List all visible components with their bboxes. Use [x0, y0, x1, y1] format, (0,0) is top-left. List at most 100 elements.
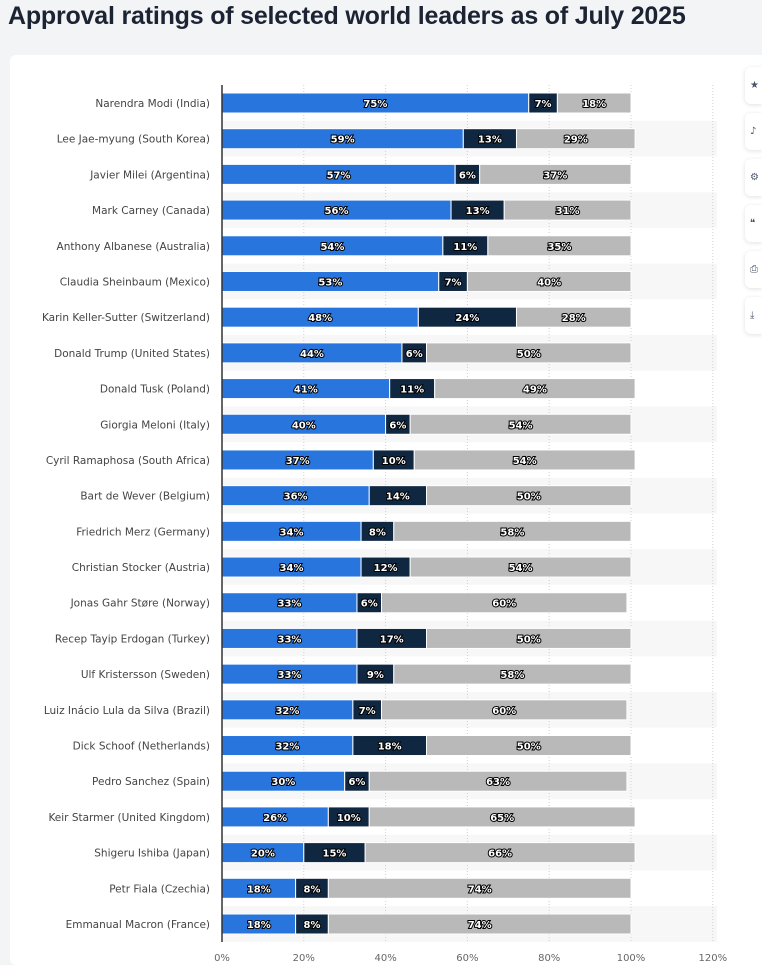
data-label: 9% — [367, 670, 384, 681]
data-label: 54% — [509, 420, 533, 431]
data-label: 44% — [300, 349, 324, 360]
data-label: 6% — [459, 170, 476, 181]
category-label: Friedrich Merz (Germany) — [76, 526, 210, 538]
data-label: 26% — [263, 813, 287, 824]
data-label: 11% — [453, 242, 477, 253]
category-label: Donald Trump (United States) — [54, 348, 210, 360]
bar-segment — [368, 770, 628, 792]
data-label: 41% — [294, 385, 318, 396]
bar-segment — [515, 128, 636, 150]
data-label: 74% — [468, 884, 492, 895]
bar-segment — [393, 520, 632, 542]
category-label: Karin Keller-Sutter (Switzerland) — [42, 312, 210, 324]
category-label: Donald Tusk (Poland) — [100, 384, 210, 396]
data-label: 63% — [486, 777, 510, 788]
bar-segment — [426, 735, 632, 757]
bar-segment — [426, 342, 632, 364]
category-label: Claudia Sheinbaum (Mexico) — [60, 276, 210, 288]
data-label: 15% — [323, 849, 347, 860]
x-tick-label: 0% — [214, 953, 230, 964]
data-label: 35% — [547, 242, 571, 253]
data-label: 18% — [247, 920, 271, 931]
data-label: 18% — [247, 884, 271, 895]
data-label: 50% — [517, 349, 541, 360]
data-label: 29% — [564, 135, 588, 146]
data-label: 50% — [517, 492, 541, 503]
data-label: 7% — [535, 99, 552, 110]
bell-icon[interactable]: ♪ — [745, 113, 762, 150]
bar-segment — [479, 163, 632, 185]
category-label: Giorgia Meloni (Italy) — [100, 419, 210, 431]
data-label: 6% — [389, 420, 406, 431]
category-label: Recep Tayip Erdogan (Turkey) — [55, 633, 210, 645]
bar-segment — [413, 449, 636, 471]
x-tick-label: 80% — [538, 953, 560, 964]
x-tick-label: 100% — [617, 953, 646, 964]
bar-segment — [426, 485, 632, 507]
category-label: Dick Schoof (Netherlands) — [73, 741, 210, 753]
data-label: 11% — [400, 385, 424, 396]
data-label: 8% — [303, 884, 320, 895]
category-label: Lee Jae-myung (South Korea) — [57, 134, 210, 146]
data-label: 18% — [582, 99, 606, 110]
category-label: Pedro Sanchez (Spain) — [92, 776, 210, 788]
category-label: Luiz Inácio Lula da Silva (Brazil) — [44, 705, 210, 717]
star-icon[interactable]: ★ — [745, 67, 762, 104]
bar-segment — [434, 378, 636, 400]
data-label: 8% — [303, 920, 320, 931]
x-tick-label: 40% — [374, 953, 396, 964]
category-label: Christian Stocker (Austria) — [72, 562, 210, 574]
data-label: 37% — [543, 170, 567, 181]
data-label: 32% — [275, 706, 299, 717]
data-label: 13% — [466, 206, 490, 217]
data-label: 28% — [562, 313, 586, 324]
data-label: 6% — [361, 599, 378, 610]
data-label: 6% — [406, 349, 423, 360]
bar-segment — [364, 842, 636, 864]
data-label: 49% — [523, 385, 547, 396]
bar-segment — [556, 92, 632, 114]
data-label: 32% — [275, 742, 299, 753]
bar-segment — [381, 592, 628, 614]
bar-segment — [409, 413, 632, 435]
quote-icon[interactable]: ❝ — [745, 205, 762, 242]
category-label: Narendra Modi (India) — [95, 98, 210, 110]
data-label: 50% — [517, 634, 541, 645]
data-label: 65% — [490, 813, 514, 824]
data-label: 33% — [278, 599, 302, 610]
data-label: 59% — [331, 135, 355, 146]
bar-segment — [393, 663, 632, 685]
download-icon[interactable]: ⤓ — [745, 297, 762, 334]
page-title: Approval ratings of selected world leade… — [8, 2, 686, 30]
data-label: 18% — [378, 742, 402, 753]
data-label: 8% — [369, 527, 386, 538]
bar-segment — [409, 556, 632, 578]
data-label: 6% — [348, 777, 365, 788]
print-icon[interactable]: ⎙ — [745, 251, 762, 288]
category-label: Anthony Albanese (Australia) — [57, 241, 210, 253]
settings-icon[interactable]: ⚙ — [745, 159, 762, 196]
data-label: 7% — [445, 277, 462, 288]
bar-segment — [515, 306, 632, 328]
category-label: Mark Carney (Canada) — [92, 205, 210, 217]
category-label: Bart de Wever (Belgium) — [80, 491, 210, 503]
bar-segment — [327, 913, 632, 935]
data-label: 75% — [363, 99, 387, 110]
data-label: 7% — [359, 706, 376, 717]
category-label: Ulf Kristersson (Sweden) — [81, 669, 210, 681]
data-label: 10% — [337, 813, 361, 824]
data-label: 58% — [500, 527, 524, 538]
bar-segment — [381, 699, 628, 721]
category-label: Keir Starmer (United Kingdom) — [48, 812, 210, 824]
data-label: 20% — [251, 849, 275, 860]
category-label: Javier Milei (Argentina) — [89, 169, 210, 181]
data-label: 12% — [374, 563, 398, 574]
data-label: 54% — [509, 563, 533, 574]
data-label: 17% — [380, 634, 404, 645]
data-label: 33% — [278, 634, 302, 645]
data-label: 30% — [271, 777, 295, 788]
data-label: 13% — [478, 135, 502, 146]
data-label: 56% — [325, 206, 349, 217]
data-label: 58% — [500, 670, 524, 681]
data-label: 60% — [492, 599, 516, 610]
